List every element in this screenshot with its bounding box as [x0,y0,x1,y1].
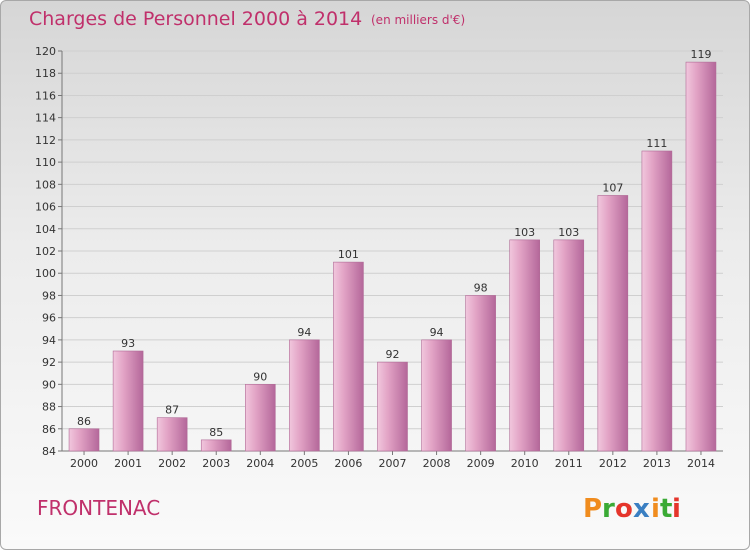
value-label-2004: 90 [253,370,267,383]
y-tick-label: 108 [35,178,56,191]
x-tick-label-2010: 2010 [511,457,539,470]
x-tick-label-2013: 2013 [643,457,671,470]
value-label-2010: 103 [514,226,535,239]
bar-2000 [68,428,100,452]
value-label-2001: 93 [121,337,135,350]
axes: 84 86 88 90 92 94 96 98 100 102 104 106 108 110 112 114… [35,45,723,470]
value-label-2000: 86 [77,415,91,428]
bar-2011 [553,239,585,452]
x-tick-label-2012: 2012 [599,457,627,470]
x-tick-label-2014: 2014 [687,457,715,470]
x-tick-label-2009: 2009 [467,457,495,470]
x-tick-label-2005: 2005 [290,457,318,470]
y-tick-label: 110 [35,156,56,169]
logo-letter: x [633,494,650,524]
x-tick-label-2004: 2004 [246,457,274,470]
bar-2013 [641,150,673,452]
value-label-2011: 103 [558,226,579,239]
x-tick-label-2008: 2008 [423,457,451,470]
bar-2001 [112,350,144,452]
x-tick-label-2003: 2003 [202,457,230,470]
logo-letter: r [602,494,615,524]
bar-2002 [156,417,188,452]
y-tick-label: 90 [42,378,56,391]
y-tick-label: 94 [42,334,56,347]
x-tick-label-2000: 2000 [70,457,98,470]
y-tick-label: 114 [35,112,56,125]
bar-2012 [597,195,629,452]
y-tick-label: 88 [42,401,56,414]
y-tick-label: 96 [42,312,56,325]
value-label-2003: 85 [209,426,223,439]
labels: 86 93 87 85 90 94 101 92 94 98 103 103 107 111 119 [77,48,711,439]
y-tick-label: 92 [42,356,56,369]
bar-2008 [421,339,452,452]
x-tick-label-2007: 2007 [379,457,407,470]
bar-2007 [377,361,408,452]
bar-2014 [685,61,717,452]
value-label-2014: 119 [690,48,711,61]
x-tick-label-2002: 2002 [158,457,186,470]
value-label-2012: 107 [602,181,623,194]
x-tick-label-2006: 2006 [334,457,362,470]
x-tick-label-2001: 2001 [114,457,142,470]
y-tick-label: 112 [35,134,56,147]
commune-name: FRONTENAC [37,496,160,520]
y-tick-label: 116 [35,89,56,102]
bar-2004 [245,384,276,452]
y-tick-label: 104 [35,223,56,236]
y-tick-label: 120 [35,45,56,58]
y-tick-label: 118 [35,67,56,80]
value-label-2002: 87 [165,404,179,417]
y-tick-label: 106 [35,201,56,214]
chart-title: Charges de Personnel 2000 à 2014 [29,8,362,30]
logo-letter: t [660,494,672,524]
value-label-2008: 94 [430,326,444,339]
value-label-2009: 98 [474,281,488,294]
logo-letter: i [651,494,660,524]
y-tick-label: 86 [42,423,56,436]
y-tick-label: 100 [35,267,56,280]
bar-2009 [465,295,496,452]
y-tick-label: 98 [42,289,56,302]
value-label-2006: 101 [338,248,359,261]
chart-subtitle: (en milliers d'€) [371,13,465,27]
bar-2010 [509,239,540,452]
value-label-2007: 92 [386,348,400,361]
bars [68,61,717,452]
x-tick-label-2011: 2011 [555,457,583,470]
logo-letter: o [615,494,633,524]
value-label-2005: 94 [297,326,311,339]
bar-2003 [200,439,232,452]
bar-2005 [289,339,320,452]
value-label-2013: 111 [646,137,667,150]
grid [62,50,723,452]
logo-letter: i [672,494,681,524]
bar-2006 [333,261,364,452]
logo-letter: P [583,494,602,524]
y-tick-label: 102 [35,245,56,258]
y-tick-label: 84 [42,445,56,458]
